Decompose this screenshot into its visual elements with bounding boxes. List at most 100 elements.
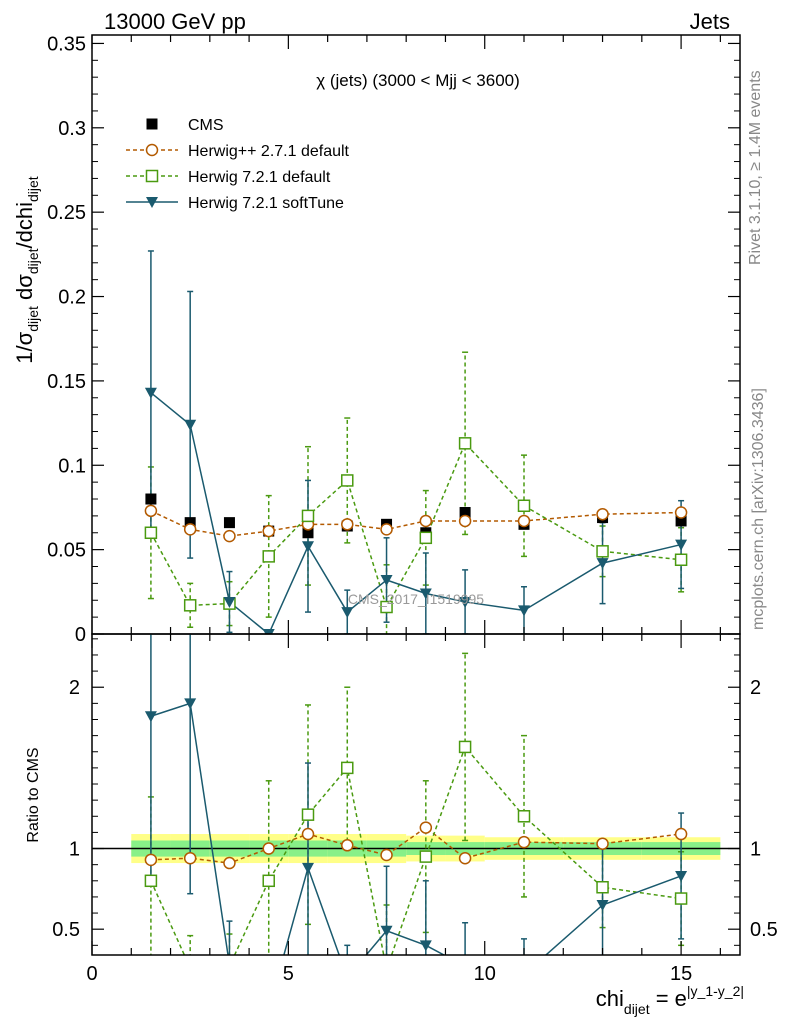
- herwig-721-softtune-ratio-point: [302, 862, 314, 874]
- mcplots-label: mcplots.cern.ch [arXiv:1306.3436]: [750, 388, 767, 630]
- herwig-721-softtune-ratio-point: [144, 711, 157, 723]
- ratio-y-tick-label-right: 2: [750, 677, 761, 699]
- cms-data-point: [459, 507, 471, 519]
- herwig-721-default-point: [262, 550, 275, 563]
- herwig-721-softtune-point: [262, 629, 275, 634]
- herwig-721-default-point: [517, 499, 531, 513]
- y-tick-label: 0.1: [58, 455, 86, 477]
- herwig-721-default-point: [458, 437, 472, 450]
- herwigpp-271-default-point: [419, 514, 433, 528]
- ratio-y-axis-title: Ratio to CMS: [25, 747, 42, 842]
- herwigpp-271-default-point: [458, 514, 472, 528]
- herwig-721-default-point: [380, 600, 393, 614]
- legend-marker: [146, 197, 158, 208]
- herwig-721-default-ratio-point: [674, 892, 688, 905]
- herwigpp-271-default-point: [341, 518, 354, 531]
- herwig-721-softtune-point: [184, 419, 197, 431]
- herwig-721-default-ratio-point: [458, 740, 472, 754]
- herwig-721-default-line: [150, 441, 682, 609]
- herwigpp-271-default-ratio-point: [144, 853, 158, 867]
- x-tick-label: 10: [474, 963, 496, 985]
- cms-data-point: [145, 493, 157, 505]
- herwigpp-271-default-ratio-point: [458, 851, 472, 865]
- legend-herwigpp-271-default: Herwig++ 2.7.1 default: [126, 143, 350, 160]
- herwig-721-default-ratio-point: [517, 810, 531, 823]
- legend-label: CMS: [188, 117, 224, 134]
- herwig-721-default-ratio-point: [224, 961, 235, 972]
- legend-marker: [146, 118, 158, 130]
- herwigpp-271-default-ratio-point: [341, 839, 354, 852]
- herwigpp-271-default-ratio-point: [380, 848, 393, 862]
- herwig-721-default-ratio-point: [381, 964, 392, 975]
- chart-title: χ (jets) (3000 < Mjj < 3600): [316, 71, 520, 90]
- svg-text:1/σdijet dσdijet/dchidijet: 1/σdijet dσdijet/dchidijet: [12, 176, 41, 364]
- y-tick-label: 0.25: [47, 202, 86, 224]
- herwig-721-softtune-ratio-point: [184, 698, 197, 710]
- herwig-721-softtune-point: [380, 575, 393, 587]
- herwig-721-softtune-ratio-point: [380, 925, 393, 937]
- herwig-721-softtune-ratio-point: [596, 899, 609, 911]
- ratio-panel: 0 5 10 15 0.5 0.5 1 1 2 2: [52, 633, 778, 985]
- herwig-721-softtune-ratio-point: [223, 960, 235, 971]
- herwigpp-271-default-point: [223, 529, 236, 543]
- herwig-721-default-ratio-point: [419, 850, 433, 863]
- y-tick-label: 0.05: [47, 540, 86, 562]
- herwigpp-271-default-point: [380, 523, 393, 536]
- herwigpp-271-default-ratio-point: [301, 827, 315, 841]
- herwig-721-default-ratio-point: [185, 962, 196, 973]
- herwig-721-softtune-ratio-point: [675, 870, 688, 882]
- legend-label: Herwig 7.2.1 default: [188, 169, 331, 186]
- herwig-721-softtune-ratio-point: [459, 961, 471, 972]
- legend-marker: [145, 169, 159, 183]
- herwigpp-271-default-point: [674, 506, 688, 519]
- ratio-data-layer: [92, 634, 740, 984]
- herwigpp-271-default-point: [262, 524, 275, 538]
- herwigpp-271-default-ratio-point: [223, 856, 236, 870]
- ratio-y-tick-label-right: 1: [750, 839, 761, 861]
- legend-cms: CMS: [146, 117, 224, 134]
- cms-data-point: [184, 517, 196, 529]
- herwig-721-softtune-ratio-point: [341, 973, 353, 984]
- x-tick-label: 15: [670, 963, 692, 985]
- herwig-721-default-point: [183, 599, 197, 612]
- herwigpp-271-default-ratio-point: [419, 821, 433, 834]
- y-axis-title: 1/σdijet dσdijet/dchidijet: [12, 176, 41, 364]
- herwig-721-softtune-ratio-point: [419, 940, 432, 952]
- herwigpp-271-default-point: [517, 514, 531, 528]
- herwig-721-softtune-point: [459, 596, 472, 608]
- herwig-721-softtune-point: [223, 596, 236, 608]
- herwigpp-271-default-ratio-point: [183, 851, 197, 865]
- herwig-721-softtune-line: [150, 392, 682, 634]
- herwig-721-default-point: [144, 526, 158, 540]
- herwig-721-default-point: [341, 474, 354, 487]
- legend-marker: [145, 143, 159, 157]
- x-tick-label: 0: [86, 963, 97, 985]
- analysis-watermark: CMS_2017_I1519995: [348, 591, 484, 607]
- ratio-y-tick-label: 2: [69, 677, 80, 699]
- ratio-y-tick-label: 0.5: [52, 919, 80, 941]
- legend-label: Herwig 7.2.1 softTune: [188, 195, 344, 212]
- herwig-721-softtune-point: [144, 387, 157, 399]
- y-tick-label: 0.2: [58, 287, 86, 309]
- herwigpp-271-default-point: [183, 523, 197, 536]
- herwigpp-271-default-ratio-line: [150, 826, 682, 864]
- ratio-y-tick-label-right: 0.5: [750, 919, 778, 941]
- x-tick-label: 5: [283, 963, 294, 985]
- y-tick-label: 0.15: [47, 371, 86, 393]
- herwig-721-default-ratio-point: [341, 761, 354, 775]
- herwig-721-softtune-point: [302, 541, 314, 553]
- herwig-721-softtune-point: [419, 588, 432, 600]
- herwigpp-271-default-point: [596, 507, 609, 521]
- main-data-layer: [144, 250, 688, 634]
- herwig-721-softtune-point: [675, 539, 688, 551]
- x-axis-title: chidijet = e|y_1-y_2|: [596, 983, 744, 1017]
- legend-herwig-721-default: Herwig 7.2.1 default: [126, 169, 331, 186]
- ratio-frame: [91, 633, 741, 956]
- herwig-721-default-point: [419, 531, 433, 545]
- header-left: 13000 GeV pp: [104, 9, 246, 34]
- herwigpp-271-default-point: [144, 504, 158, 518]
- herwig-721-softtune-point: [341, 607, 354, 619]
- rivet-version-label: Rivet 3.1.10, ≥ 1.4M events: [747, 70, 764, 265]
- herwigpp-271-default-ratio-point: [517, 835, 531, 849]
